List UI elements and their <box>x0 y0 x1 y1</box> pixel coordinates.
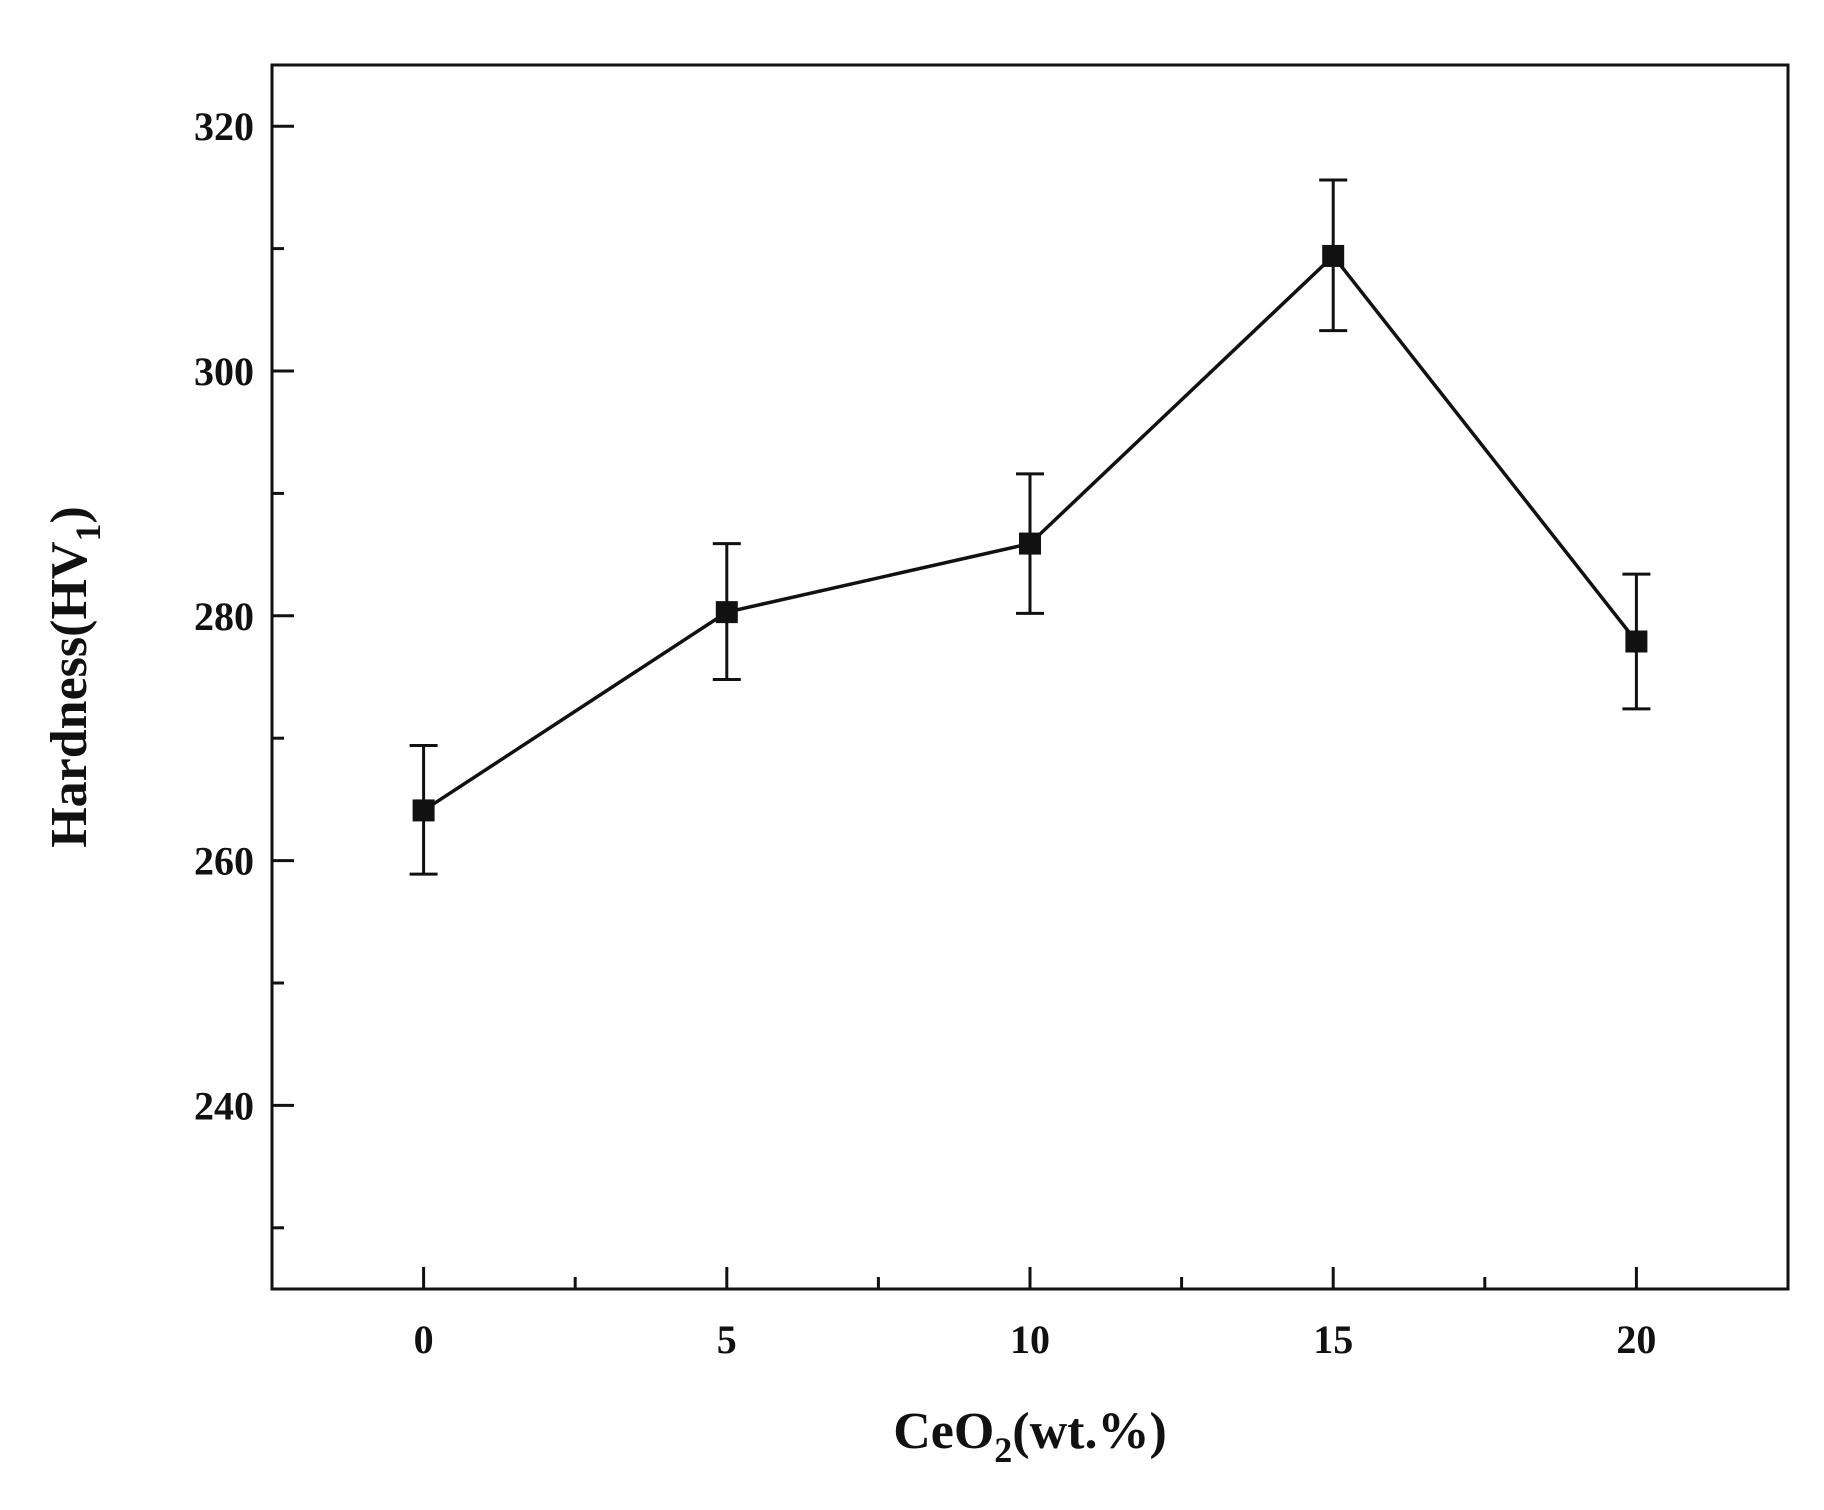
minor-ticks <box>272 247 1487 1289</box>
x-axis-title-subscript: 2 <box>994 1430 1012 1470</box>
y-axis-title-subscript: 1 <box>68 524 108 542</box>
y-axis-title: Hardness(HV1) <box>41 506 108 848</box>
x-tick-label: 15 <box>1313 1317 1353 1362</box>
plot-frame <box>270 63 1790 1291</box>
y-axis-title-tail: ) <box>41 506 98 523</box>
y-tick-label: 280 <box>194 594 254 639</box>
x-tick-label: 5 <box>717 1317 737 1362</box>
x-tick-label: 20 <box>1616 1317 1656 1362</box>
major-ticks <box>272 124 1638 1289</box>
x-axis-title: CeO2(wt.%) <box>893 1403 1167 1470</box>
y-tick-label: 300 <box>194 349 254 394</box>
data-point-marker <box>1625 630 1648 653</box>
y-axis-title-main: Hardness(HV <box>41 542 98 848</box>
data-point-marker <box>715 601 738 624</box>
x-axis-title-tail: (wt.%) <box>1012 1403 1167 1460</box>
tick-labels: 0 5 10 15 20 240 260 280 300 320 <box>194 104 1656 1362</box>
data-point-marker <box>412 799 435 822</box>
x-axis-title-main: CeO <box>893 1403 994 1460</box>
x-tick-label: 0 <box>414 1317 434 1362</box>
data-point-marker <box>1019 532 1041 555</box>
series-group <box>409 178 1651 876</box>
y-tick-label: 240 <box>194 1083 254 1128</box>
data-point-marker <box>1322 244 1345 267</box>
x-tick-label: 10 <box>1010 1317 1050 1362</box>
y-tick-label: 320 <box>194 104 254 149</box>
plot-border <box>270 63 1790 1291</box>
y-tick-label: 260 <box>194 839 254 884</box>
